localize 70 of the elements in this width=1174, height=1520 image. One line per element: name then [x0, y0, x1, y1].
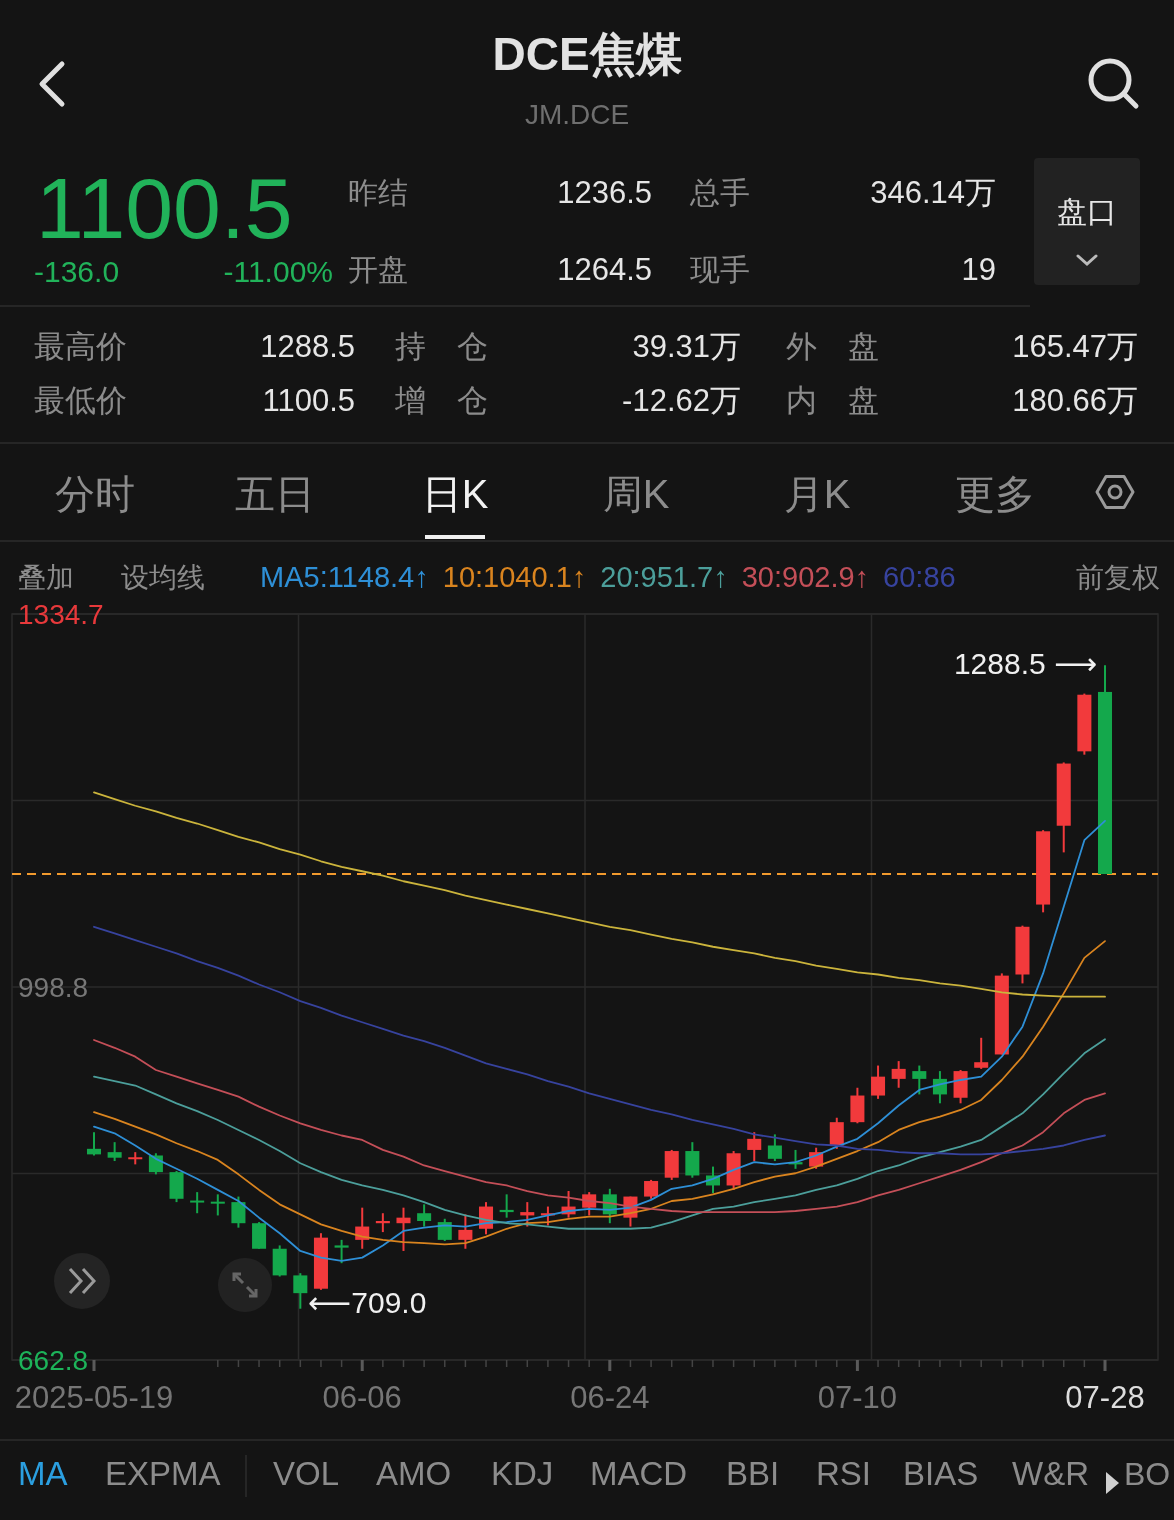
text: 盘口	[1057, 195, 1117, 228]
text: BBI	[726, 1455, 780, 1492]
text: 1288.5	[260, 329, 355, 364]
text: 180.66万	[1012, 383, 1138, 418]
text: :951.7↑	[632, 561, 728, 593]
text: W&R	[1012, 1455, 1089, 1492]
text: :1040.1↑	[475, 561, 587, 593]
text: 内 盘	[786, 383, 879, 418]
annotation: ⟵709.0	[308, 1285, 427, 1319]
text: 前复权	[1076, 562, 1160, 593]
text: -12.62万	[622, 383, 741, 418]
annotation: 1288.5 ⟶	[953, 647, 1097, 681]
chart-title: DCE焦煤	[492, 28, 682, 80]
text: 10	[442, 561, 476, 593]
y-tick-label: 1334.7	[18, 599, 104, 630]
text: 最高价	[34, 329, 127, 364]
text: 60	[883, 561, 916, 593]
text: 346.14万	[870, 175, 996, 210]
text: 最低价	[34, 383, 127, 418]
text: 30	[741, 561, 774, 593]
text: 1264.5	[557, 252, 652, 287]
text: :1148.4↑	[319, 561, 429, 593]
y-tick-label: 662.8	[18, 1345, 89, 1376]
text: 分时	[55, 472, 135, 516]
text: RSI	[816, 1455, 872, 1492]
line-series	[93, 925, 1106, 1156]
x-tick-label: 07-10	[817, 1380, 898, 1415]
text: -11.00%	[223, 255, 333, 288]
text: 日K	[421, 472, 489, 516]
y-tick-label: 998.8	[18, 971, 89, 1003]
text: VOL	[273, 1455, 340, 1492]
text: 五日	[235, 472, 315, 516]
text: 设均线	[121, 562, 205, 593]
text: 增 仓	[394, 383, 488, 418]
text: 1100.5	[262, 383, 355, 418]
text: MACD	[590, 1455, 688, 1492]
text: AMO	[376, 1455, 452, 1492]
text: 月K	[783, 472, 851, 516]
text: 39.31万	[632, 329, 741, 364]
text: :902.9↑	[773, 561, 870, 593]
x-tick-label: 07-28	[1065, 1380, 1145, 1415]
text: 更多	[955, 472, 1035, 516]
x-tick-label: 06-06	[322, 1380, 402, 1415]
text: 1100.5	[36, 160, 293, 256]
text: EXPMA	[105, 1455, 221, 1492]
x-tick-label: 06-24	[570, 1380, 650, 1415]
text: KDJ	[491, 1455, 554, 1492]
text: 外 盘	[786, 329, 879, 364]
chart-subtitle: JM.DCE	[524, 99, 630, 130]
text: 现手	[690, 253, 750, 286]
line-series	[93, 819, 1106, 1262]
text: 19	[961, 252, 996, 287]
text: 总手	[689, 176, 750, 209]
text: 165.47万	[1012, 329, 1138, 364]
text: 20	[600, 561, 633, 593]
text: MA5	[260, 561, 320, 593]
text: 昨结	[348, 176, 408, 209]
text: -136.0	[34, 255, 120, 288]
text: BIAS	[903, 1455, 979, 1492]
line-series	[93, 940, 1106, 1246]
text: 周K	[602, 472, 670, 516]
text: 叠加	[18, 562, 74, 593]
line-series	[93, 791, 1106, 998]
text: MA	[18, 1455, 68, 1492]
text: BO	[1124, 1456, 1171, 1492]
text: :86	[915, 561, 956, 593]
text: 开盘	[348, 253, 408, 286]
text: 持 仓	[395, 329, 488, 364]
x-tick-label: 2025-05-19	[14, 1380, 174, 1415]
text: 1236.5	[557, 175, 652, 210]
